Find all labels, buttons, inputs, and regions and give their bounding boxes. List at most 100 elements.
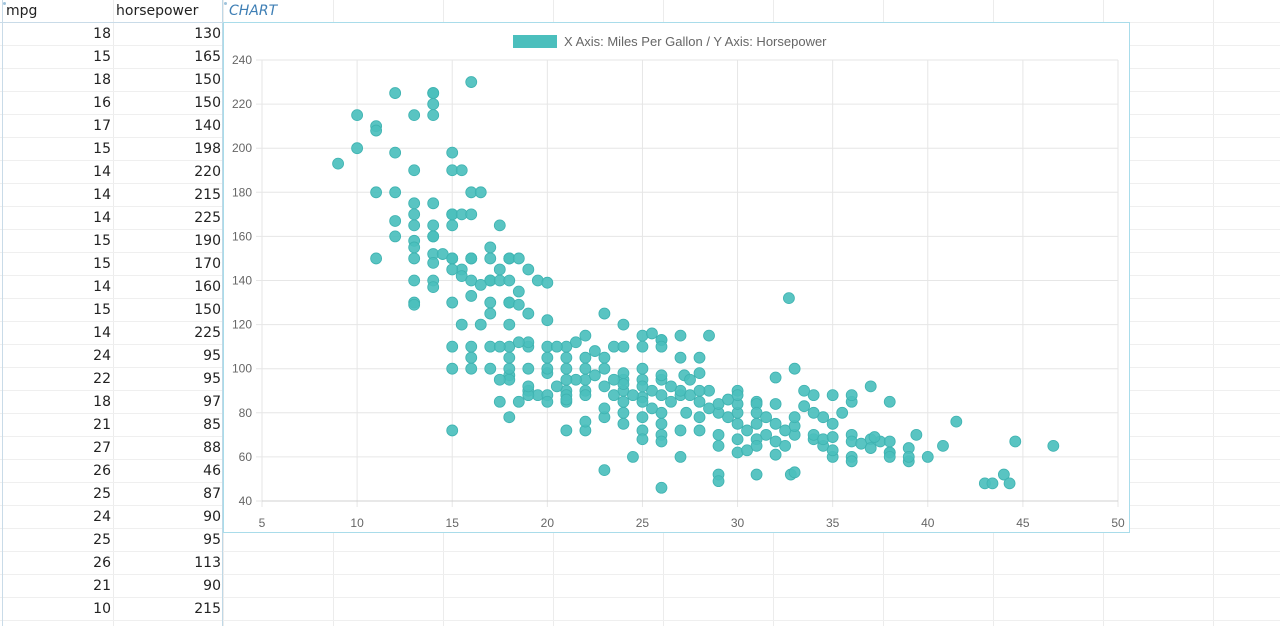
y-tick-label: 60 bbox=[239, 450, 253, 464]
data-point bbox=[712, 398, 725, 410]
data-point bbox=[503, 362, 516, 375]
cell-mpg[interactable]: 15 bbox=[93, 302, 111, 318]
cell-mpg[interactable]: 27 bbox=[93, 440, 111, 456]
data-point bbox=[512, 298, 525, 311]
chart-container[interactable]: 40 60 80 100 120 140 160 180 200 220 240 5 10 15 20 25 3… bbox=[223, 22, 1130, 533]
cell-mpg[interactable]: 21 bbox=[93, 578, 111, 594]
column-handle-icon bbox=[3, 2, 6, 5]
data-point bbox=[693, 395, 706, 408]
data-point bbox=[788, 411, 801, 424]
cell-mpg[interactable]: 15 bbox=[93, 49, 111, 65]
column-handle-icon bbox=[224, 2, 227, 5]
data-point bbox=[560, 393, 573, 406]
cell-horsepower[interactable]: 170 bbox=[194, 256, 221, 272]
cell-horsepower[interactable]: 190 bbox=[194, 233, 221, 249]
cell-mpg[interactable]: 26 bbox=[93, 463, 111, 479]
cell-mpg[interactable]: 18 bbox=[93, 26, 111, 42]
cell-horsepower[interactable]: 95 bbox=[203, 371, 221, 387]
cell-mpg[interactable]: 16 bbox=[93, 95, 111, 111]
cell-horsepower[interactable]: 88 bbox=[203, 440, 221, 456]
cell-mpg[interactable]: 25 bbox=[93, 486, 111, 502]
data-point bbox=[569, 336, 582, 349]
data-point bbox=[750, 468, 763, 481]
x-tick-label: 35 bbox=[826, 516, 840, 530]
data-point bbox=[826, 417, 839, 430]
data-point bbox=[646, 402, 658, 415]
cell-horsepower[interactable]: 220 bbox=[194, 164, 221, 180]
data-point bbox=[636, 380, 649, 393]
cell-horsepower[interactable]: 90 bbox=[203, 509, 221, 525]
cell-mpg[interactable]: 14 bbox=[93, 279, 111, 295]
chart-legend[interactable]: X Axis: Miles Per Gallon / Y Axis: Horse… bbox=[513, 34, 827, 49]
cell-mpg[interactable]: 24 bbox=[93, 509, 111, 525]
data-point bbox=[779, 439, 792, 452]
data-point bbox=[465, 252, 478, 265]
cell-horsepower[interactable]: 87 bbox=[203, 486, 221, 502]
data-point bbox=[636, 411, 649, 424]
data-point bbox=[741, 444, 753, 457]
cell-horsepower[interactable]: 150 bbox=[194, 302, 221, 318]
data-point bbox=[579, 389, 592, 402]
cell-horsepower[interactable]: 225 bbox=[194, 210, 221, 226]
cell-horsepower[interactable]: 97 bbox=[203, 394, 221, 410]
cell-mpg[interactable]: 15 bbox=[93, 256, 111, 272]
cell-mpg[interactable]: 14 bbox=[93, 210, 111, 226]
data-point bbox=[389, 87, 402, 99]
cell-mpg[interactable]: 14 bbox=[93, 164, 111, 180]
data-point bbox=[693, 351, 706, 364]
cell-horsepower[interactable]: 150 bbox=[194, 95, 221, 111]
cell-mpg[interactable]: 18 bbox=[93, 394, 111, 410]
cell-horsepower[interactable]: 160 bbox=[194, 279, 221, 295]
data-point bbox=[455, 318, 468, 331]
cell-mpg[interactable]: 24 bbox=[93, 348, 111, 364]
header-cell-mpg[interactable]: mpg bbox=[6, 3, 38, 19]
cell-horsepower[interactable]: 140 bbox=[194, 118, 221, 134]
cell-horsepower[interactable]: 95 bbox=[203, 532, 221, 548]
cell-horsepower[interactable]: 95 bbox=[203, 348, 221, 364]
cell-horsepower[interactable]: 198 bbox=[194, 141, 221, 157]
cell-mpg[interactable]: 15 bbox=[93, 141, 111, 157]
data-point bbox=[541, 395, 554, 408]
data-point bbox=[408, 197, 421, 210]
cell-mpg[interactable]: 21 bbox=[93, 417, 111, 433]
data-point bbox=[446, 219, 459, 232]
data-point bbox=[427, 230, 440, 243]
data-point bbox=[446, 424, 459, 437]
header-cell-horsepower[interactable]: horsepower bbox=[116, 3, 199, 19]
data-point bbox=[722, 411, 734, 424]
cell-mpg[interactable]: 10 bbox=[93, 601, 111, 617]
cell-horsepower[interactable]: 113 bbox=[194, 555, 221, 571]
data-point bbox=[646, 384, 658, 397]
data-point bbox=[427, 256, 440, 269]
cell-horsepower[interactable]: 90 bbox=[203, 578, 221, 594]
cell-mpg[interactable]: 17 bbox=[93, 118, 111, 134]
cell-mpg[interactable]: 14 bbox=[93, 325, 111, 341]
data-point bbox=[684, 373, 696, 386]
header-cell-chart[interactable]: CHART bbox=[229, 3, 278, 19]
cell-mpg[interactable]: 14 bbox=[93, 187, 111, 203]
y-tick-label: 160 bbox=[232, 229, 252, 243]
cell-horsepower[interactable]: 165 bbox=[194, 49, 221, 65]
cell-horsepower[interactable]: 85 bbox=[203, 417, 221, 433]
cell-mpg[interactable]: 25 bbox=[93, 532, 111, 548]
scatter-chart: 40 60 80 100 120 140 160 180 200 220 240 5 10 15 20 25 3… bbox=[232, 34, 1125, 530]
data-point bbox=[750, 417, 763, 430]
cell-horsepower[interactable]: 225 bbox=[194, 325, 221, 341]
cell-mpg[interactable]: 26 bbox=[93, 555, 111, 571]
cell-horsepower[interactable]: 46 bbox=[203, 463, 221, 479]
data-point bbox=[636, 340, 649, 353]
cell-mpg[interactable]: 15 bbox=[93, 233, 111, 249]
grid-row-line bbox=[0, 597, 1280, 598]
data-point bbox=[389, 146, 402, 159]
data-point bbox=[484, 252, 497, 265]
cell-horsepower[interactable]: 215 bbox=[194, 601, 221, 617]
cell-horsepower[interactable]: 150 bbox=[194, 72, 221, 88]
data-point bbox=[826, 444, 839, 457]
cell-mpg[interactable]: 22 bbox=[93, 371, 111, 387]
data-point bbox=[465, 290, 478, 302]
cell-horsepower[interactable]: 215 bbox=[194, 187, 221, 203]
cell-mpg[interactable]: 18 bbox=[93, 72, 111, 88]
data-point bbox=[351, 109, 364, 122]
cell-horsepower[interactable]: 130 bbox=[194, 26, 221, 42]
data-point bbox=[493, 373, 506, 386]
